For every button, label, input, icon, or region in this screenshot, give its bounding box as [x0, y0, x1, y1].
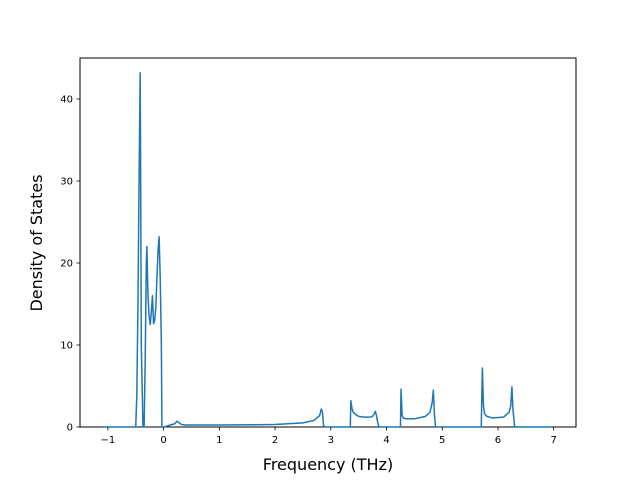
x-tick-label: −1 — [100, 435, 115, 446]
y-tick-label: 40 — [60, 95, 73, 106]
x-tick-label: 3 — [328, 435, 334, 446]
x-tick-label: 7 — [551, 435, 557, 446]
x-tick-label: 1 — [216, 435, 222, 446]
y-tick-label: 0 — [67, 423, 73, 434]
x-axis-ticks: −1 0 1 2 3 4 5 6 7 — [100, 427, 557, 446]
y-tick-label: 10 — [60, 341, 73, 352]
y-axis-label: Density of States — [27, 174, 46, 311]
x-tick-label: 2 — [272, 435, 278, 446]
y-tick-label: 30 — [60, 177, 73, 188]
x-tick-label: 5 — [439, 435, 445, 446]
y-tick-label: 20 — [60, 259, 73, 270]
x-tick-label: 6 — [495, 435, 501, 446]
x-tick-label: 4 — [383, 435, 389, 446]
series-line-0 — [102, 72, 551, 428]
x-tick-label: 0 — [160, 435, 166, 446]
y-axis-ticks: 0 10 20 30 40 — [60, 95, 80, 434]
data-line-group — [102, 72, 551, 428]
x-axis-label: Frequency (THz) — [263, 455, 393, 474]
